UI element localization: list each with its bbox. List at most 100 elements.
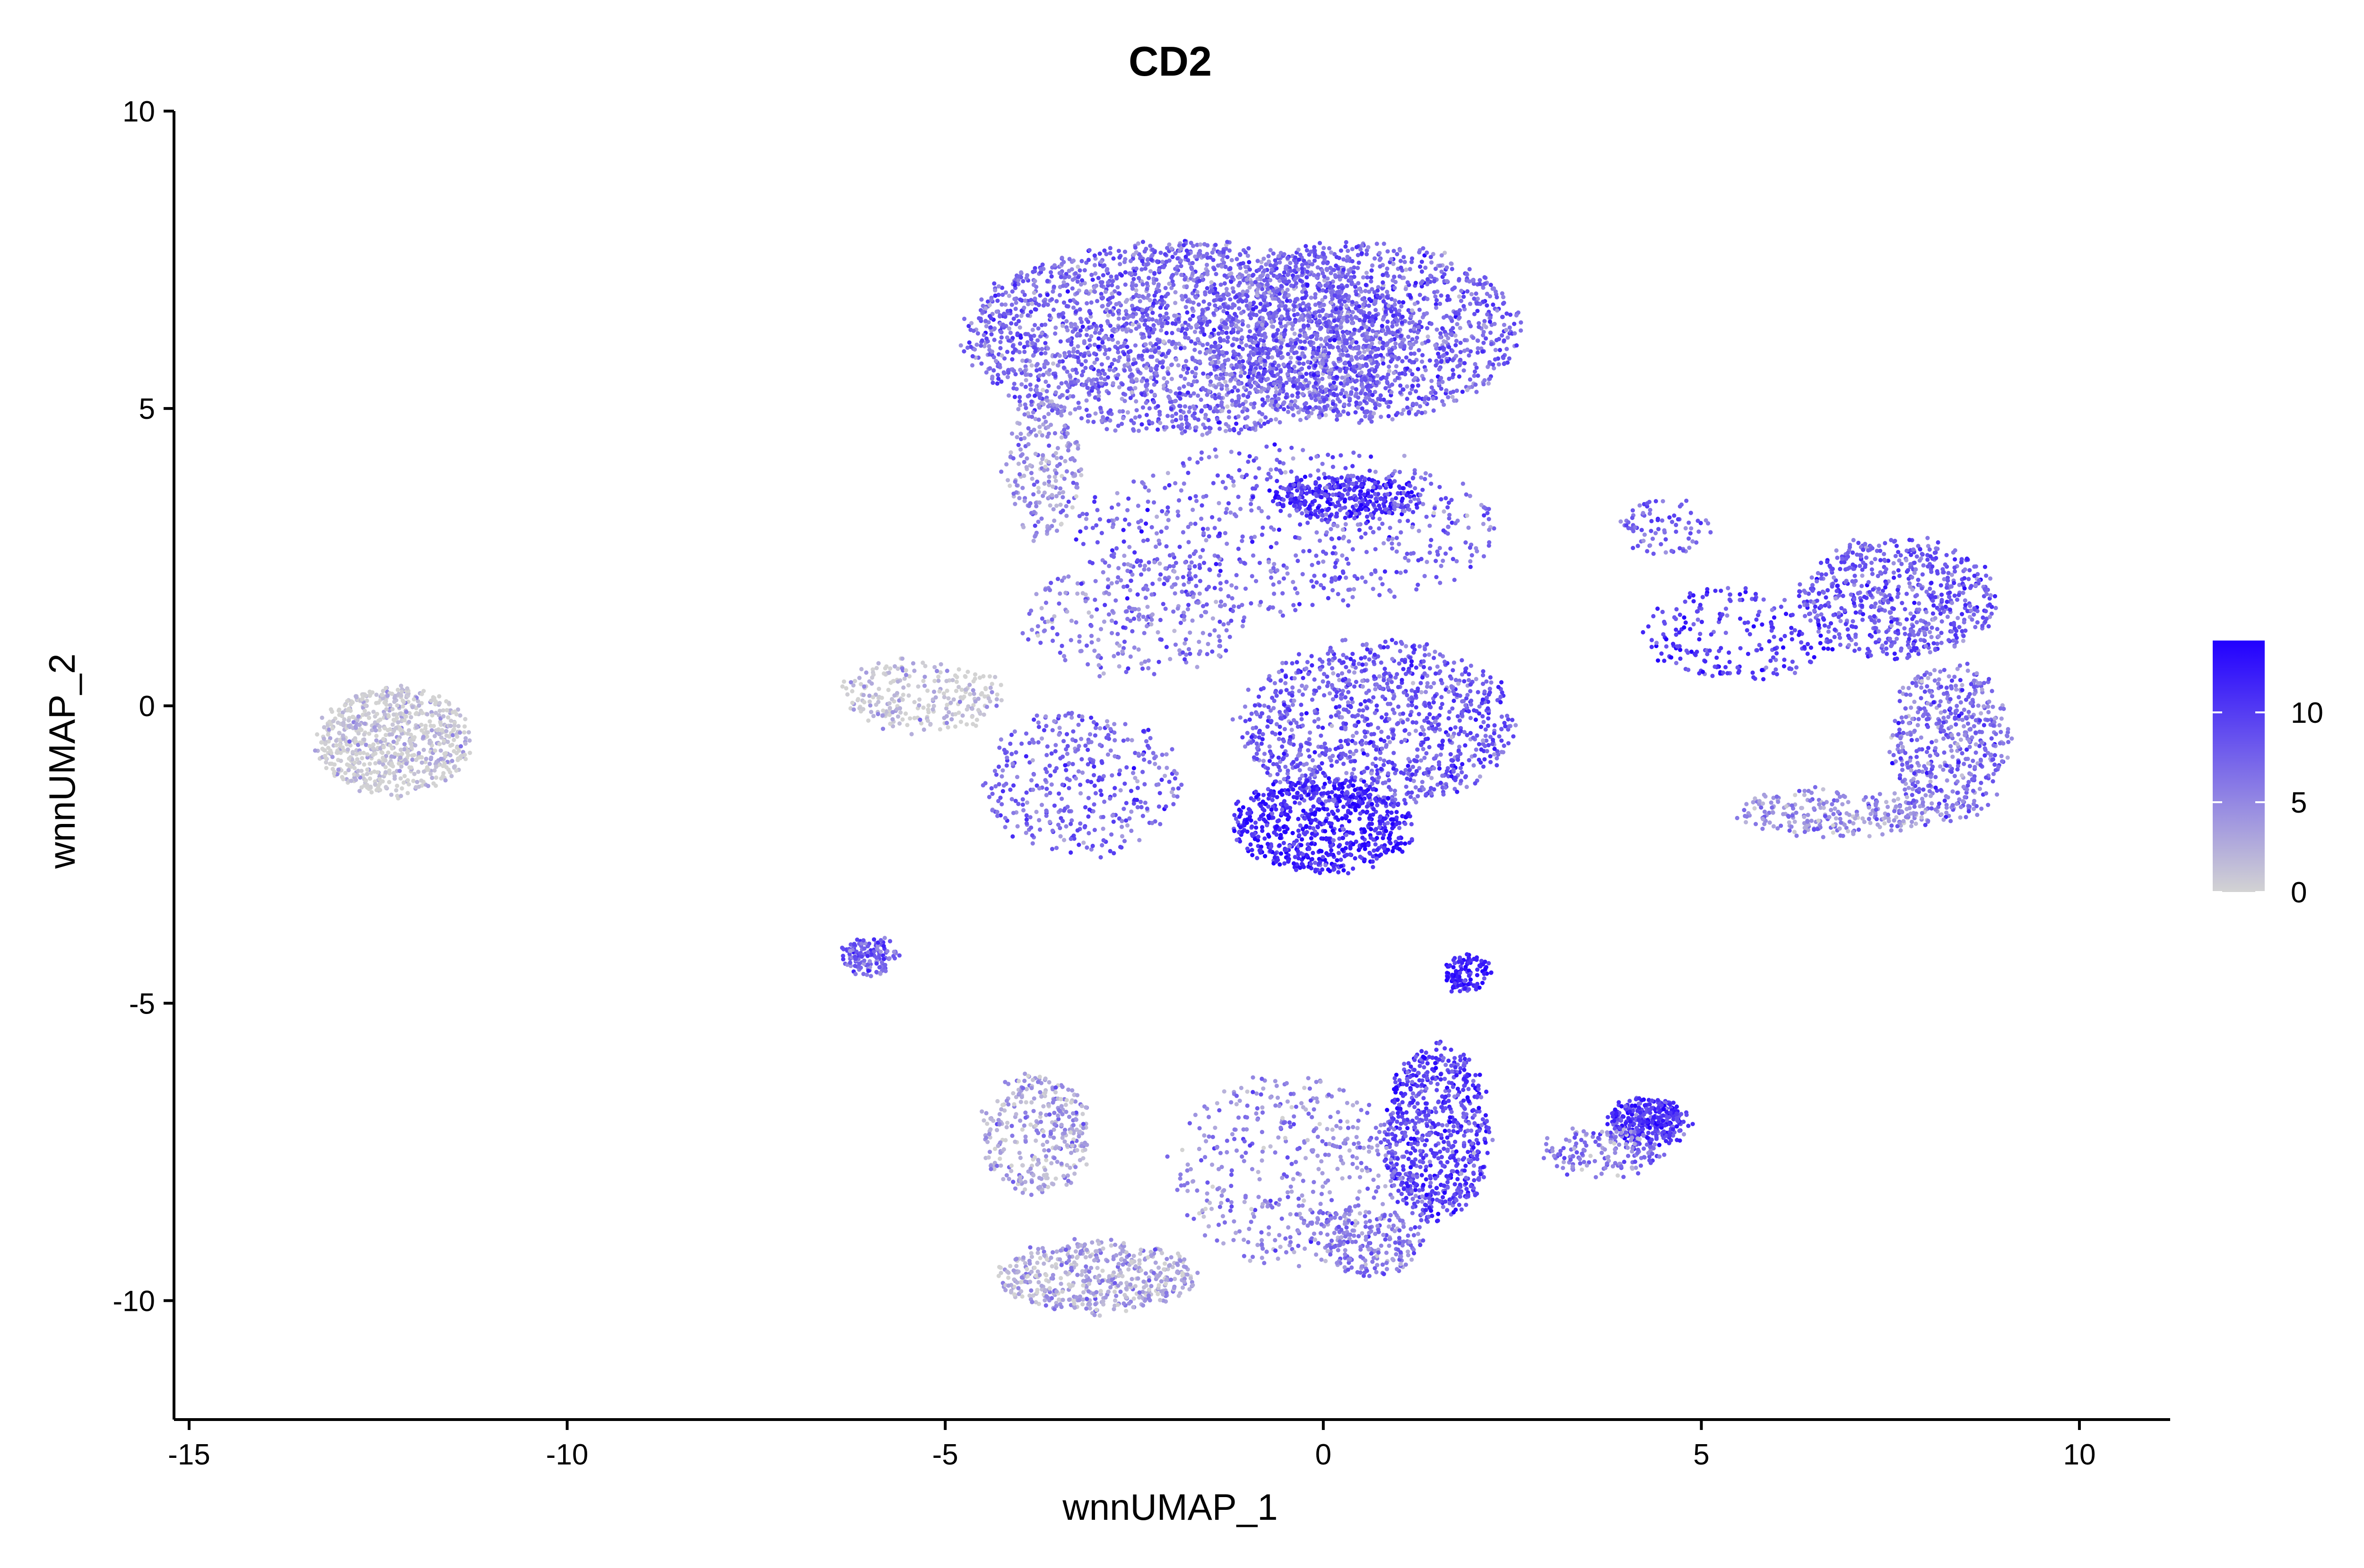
umap-point — [1097, 330, 1102, 336]
umap-point — [1502, 301, 1506, 305]
umap-point — [1095, 299, 1100, 303]
umap-point — [1415, 505, 1419, 510]
umap-point — [1140, 480, 1145, 485]
umap-point — [1024, 373, 1028, 377]
umap-point — [1225, 335, 1230, 340]
umap-point — [1238, 373, 1243, 379]
umap-point — [1487, 540, 1492, 545]
umap-point — [1401, 338, 1406, 342]
umap-point — [1086, 419, 1090, 424]
umap-point — [1137, 414, 1142, 419]
umap-point — [1010, 289, 1015, 294]
umap-point — [1309, 456, 1313, 461]
umap-point — [1093, 271, 1098, 276]
umap-point — [1317, 319, 1321, 323]
umap-point — [993, 293, 998, 298]
umap-point — [1006, 478, 1010, 483]
umap-point — [1396, 491, 1400, 496]
umap-point — [958, 343, 963, 348]
umap-point — [1475, 350, 1480, 355]
umap-point — [1328, 502, 1332, 506]
umap-point — [1365, 384, 1369, 389]
umap-point — [1315, 370, 1320, 375]
umap-point — [1152, 400, 1156, 405]
umap-point — [1103, 335, 1107, 339]
umap-point — [1110, 505, 1114, 510]
scatter-points — [313, 239, 2014, 1318]
umap-point — [1283, 304, 1288, 309]
umap-point — [1439, 359, 1443, 364]
umap-point — [1008, 450, 1013, 455]
umap-point — [1468, 324, 1473, 329]
umap-point — [1366, 245, 1371, 250]
umap-point — [1387, 364, 1391, 369]
umap-point — [1317, 313, 1322, 319]
umap-point — [1105, 355, 1110, 360]
umap-point — [1020, 358, 1025, 363]
umap-point — [1356, 395, 1361, 400]
umap-point — [1296, 247, 1301, 252]
umap-point — [1304, 513, 1309, 518]
umap-point — [1096, 369, 1101, 373]
umap-point — [1018, 335, 1023, 340]
umap-point — [1487, 528, 1492, 532]
umap-point — [1454, 388, 1459, 393]
umap-point — [1316, 272, 1321, 277]
umap-point — [1181, 530, 1186, 535]
umap-point — [1313, 364, 1318, 368]
umap-point — [1116, 350, 1121, 355]
umap-point — [1017, 395, 1022, 399]
umap-point — [1180, 431, 1184, 435]
umap-point — [1294, 264, 1298, 269]
umap-point — [1052, 263, 1057, 268]
umap-point — [1445, 294, 1450, 299]
umap-point — [1142, 393, 1147, 398]
umap-point — [1179, 272, 1184, 277]
umap-point — [1398, 248, 1402, 253]
umap-point — [1067, 350, 1071, 355]
umap-point — [1060, 255, 1064, 260]
umap-point — [1021, 279, 1026, 284]
umap-point — [1193, 358, 1198, 363]
umap-point — [1062, 476, 1067, 481]
umap-point — [1385, 289, 1390, 295]
umap-point — [1336, 310, 1340, 315]
umap-point — [1320, 376, 1325, 381]
umap-point — [1224, 351, 1229, 355]
umap-point — [1157, 409, 1162, 414]
umap-point — [1084, 398, 1089, 403]
umap-point — [1118, 345, 1123, 349]
umap-point — [1200, 312, 1205, 316]
umap-point — [1116, 249, 1121, 253]
umap-point — [1318, 399, 1322, 404]
umap-point — [1313, 292, 1318, 297]
umap-point — [1047, 313, 1052, 318]
umap-point — [1429, 379, 1434, 383]
umap-point — [1281, 400, 1286, 406]
umap-point — [1177, 498, 1182, 503]
umap-point — [1261, 256, 1266, 261]
umap-point — [1097, 251, 1102, 256]
umap-point — [1256, 330, 1261, 335]
umap-point — [1359, 503, 1364, 508]
umap-point — [1151, 301, 1156, 306]
umap-point — [1120, 382, 1125, 387]
umap-point — [1125, 345, 1130, 349]
umap-point — [1078, 282, 1084, 287]
umap-point — [1060, 284, 1066, 288]
umap-point — [1022, 459, 1026, 465]
umap-point — [1408, 391, 1412, 396]
umap-point — [1103, 560, 1107, 565]
umap-point — [1205, 286, 1209, 291]
umap-point — [1312, 498, 1317, 503]
umap-point — [1116, 308, 1121, 313]
umap-point — [1439, 376, 1443, 381]
umap-point — [1101, 264, 1105, 269]
umap-point — [1363, 531, 1368, 536]
umap-point — [1453, 333, 1458, 338]
umap-point — [1275, 289, 1280, 294]
umap-point — [1079, 373, 1084, 378]
umap-point — [1432, 279, 1437, 284]
umap-point — [1065, 338, 1070, 343]
umap-point — [1492, 321, 1497, 326]
